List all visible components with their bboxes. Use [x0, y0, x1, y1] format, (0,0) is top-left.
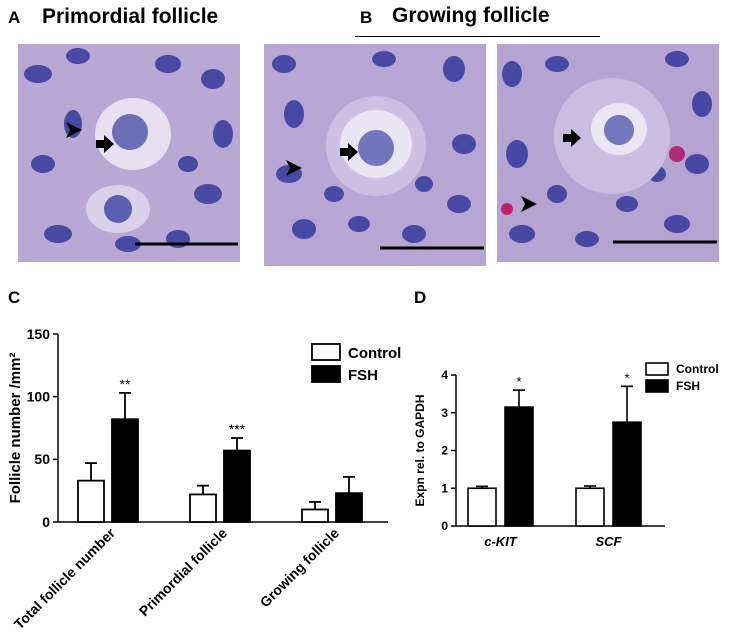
significance-label: *** — [229, 421, 246, 437]
bar-control — [575, 487, 605, 527]
legend-swatch-control — [645, 362, 669, 376]
legend-swatch-fsh — [645, 379, 669, 393]
y-tick-label: 100 — [27, 389, 51, 405]
panel-b-letter: B — [360, 8, 373, 27]
bar-control — [77, 479, 105, 523]
significance-label: ** — [120, 376, 131, 392]
bar-fsh — [223, 449, 251, 523]
legend-label-fsh: FSH — [348, 367, 378, 384]
legend-swatch-fsh — [311, 365, 341, 383]
bar-fsh — [111, 418, 139, 523]
category-label: Growing follicle — [257, 525, 343, 611]
legend-label-fsh: FSH — [676, 379, 700, 393]
gene-expression-chart: 0 1 2 3 4 Expn rel. to GAPDH * c-KIT * SCF Control… — [413, 362, 719, 549]
panel-b-title: Growing follicle — [392, 4, 550, 27]
legend-swatch-control — [311, 343, 341, 361]
legend-label-control: Control — [676, 362, 719, 376]
significance-label: * — [624, 370, 629, 385]
y-tick-label: 0 — [42, 514, 50, 530]
micrograph-growing-2 — [497, 44, 719, 262]
bar-fsh — [504, 406, 534, 527]
y-tick-label: 150 — [27, 326, 51, 342]
y-tick-label: 3 — [441, 406, 448, 420]
category-label: Total follicle number — [11, 524, 119, 632]
y-tick-label: 1 — [441, 481, 448, 495]
panel-c-letter: C — [8, 288, 21, 307]
panel-b-bracket-line — [355, 36, 600, 37]
panel-d-letter: D — [414, 288, 427, 307]
category-label: c-KIT — [484, 534, 518, 549]
bar-control — [301, 508, 329, 523]
significance-label: * — [516, 374, 521, 389]
legend-label-control: Control — [348, 345, 401, 362]
y-tick-label: 50 — [34, 451, 50, 467]
bar-control — [467, 487, 497, 527]
y-axis-label: Follicle number /mm² — [7, 353, 24, 504]
micrograph-primordial — [18, 44, 240, 262]
y-tick-label: 4 — [441, 368, 448, 382]
panel-a-letter: A — [8, 8, 21, 27]
y-axis-label: Expn rel. to GAPDH — [413, 394, 427, 506]
bar-control — [189, 493, 217, 523]
y-tick-label: 0 — [441, 519, 448, 533]
micrograph-growing-1 — [264, 44, 486, 266]
bar-fsh — [335, 492, 363, 523]
y-tick-label: 2 — [441, 444, 448, 458]
bar-fsh — [612, 421, 642, 527]
category-label: SCF — [596, 534, 623, 549]
category-label: Primordial follicle — [136, 525, 231, 620]
panel-a-title: Primordial follicle — [42, 5, 219, 28]
